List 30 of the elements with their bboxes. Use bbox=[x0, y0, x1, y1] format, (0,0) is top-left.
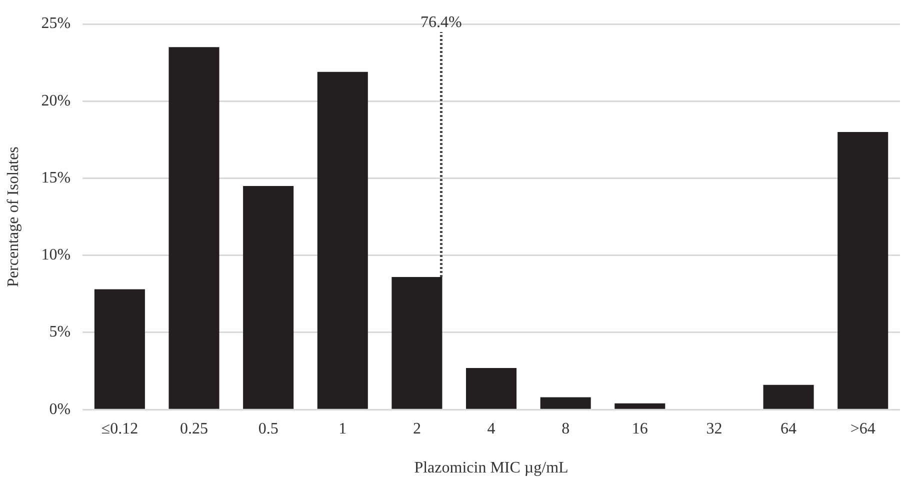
x-tick-label: 32 bbox=[706, 420, 722, 438]
ref-line-label: 76.4% bbox=[420, 14, 462, 32]
bar bbox=[94, 289, 145, 409]
y-tick-label: 0% bbox=[49, 400, 71, 418]
bar bbox=[243, 186, 294, 409]
x-tick-label: 4 bbox=[487, 420, 496, 438]
bar bbox=[540, 397, 591, 409]
y-tick-label: 15% bbox=[41, 169, 71, 186]
bar bbox=[838, 132, 888, 409]
y-axis-title: Percentage of Isolates bbox=[4, 146, 22, 287]
x-tick-label: 2 bbox=[412, 420, 421, 438]
y-tick-label: 5% bbox=[49, 324, 71, 341]
x-tick-label: 0.5 bbox=[258, 420, 278, 438]
bar bbox=[168, 47, 220, 409]
bar bbox=[614, 403, 666, 409]
bar bbox=[763, 384, 814, 409]
x-tick-label: 1 bbox=[338, 420, 347, 438]
bar bbox=[392, 276, 442, 409]
y-tick-label: 20% bbox=[41, 92, 71, 110]
x-axis-title: Plazomicin MIC µg/mL bbox=[414, 460, 568, 477]
y-tick-label: 25% bbox=[41, 15, 71, 32]
y-tick-label: 10% bbox=[41, 246, 71, 264]
x-tick-label: >64 bbox=[850, 420, 876, 438]
bar bbox=[466, 368, 517, 409]
x-tick-label: 8 bbox=[562, 420, 570, 438]
x-tick-label: 64 bbox=[780, 420, 797, 438]
x-tick-label: ≤0.12 bbox=[101, 420, 138, 438]
bar bbox=[317, 72, 368, 409]
x-tick-label: 0.25 bbox=[180, 420, 208, 438]
x-tick-label: 16 bbox=[632, 420, 648, 438]
